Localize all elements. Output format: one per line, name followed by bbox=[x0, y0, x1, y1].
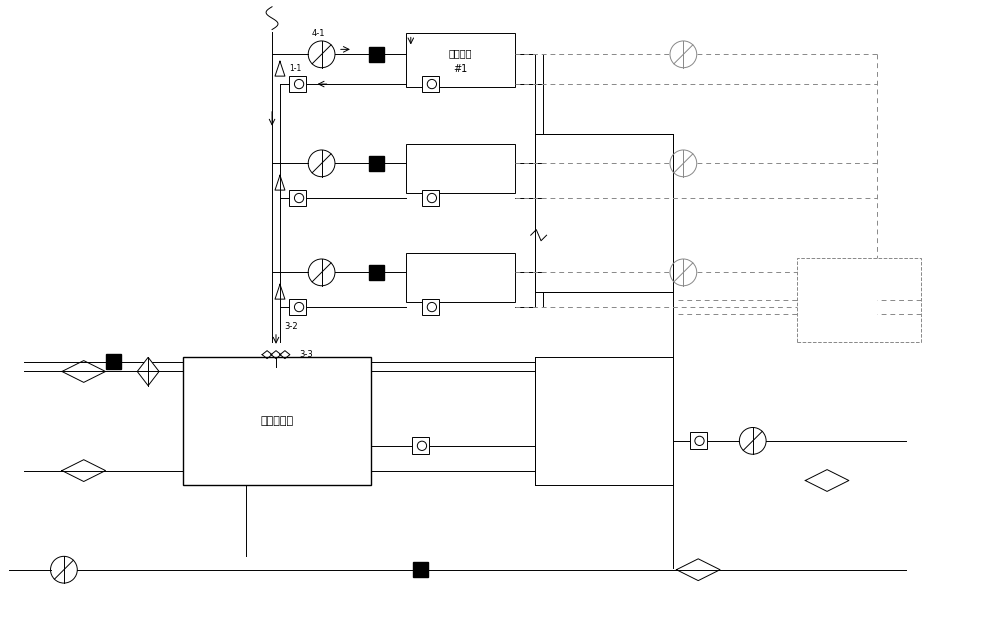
Text: 冷冻回水罐: 冷冻回水罐 bbox=[260, 416, 294, 426]
Bar bbox=[422, 76, 439, 92]
Bar bbox=[106, 354, 121, 369]
Bar bbox=[422, 189, 439, 206]
Bar bbox=[406, 253, 515, 302]
Bar bbox=[535, 357, 673, 485]
Bar bbox=[289, 298, 306, 315]
Bar bbox=[406, 144, 515, 193]
Bar bbox=[369, 265, 384, 280]
Bar bbox=[289, 189, 306, 206]
Polygon shape bbox=[137, 371, 159, 386]
Text: #1: #1 bbox=[453, 64, 467, 74]
Bar bbox=[406, 33, 515, 87]
Bar bbox=[535, 134, 673, 292]
Bar bbox=[289, 76, 306, 92]
Text: 1-1: 1-1 bbox=[290, 64, 302, 73]
Bar bbox=[183, 357, 371, 485]
Text: 4-1: 4-1 bbox=[312, 29, 325, 38]
Text: 3-2: 3-2 bbox=[284, 322, 298, 331]
Bar bbox=[797, 258, 921, 342]
Text: 3-3: 3-3 bbox=[299, 350, 313, 359]
Bar bbox=[690, 433, 707, 450]
Bar bbox=[369, 47, 384, 61]
Text: 冷水机组: 冷水机组 bbox=[449, 48, 472, 58]
Bar bbox=[413, 562, 428, 577]
Bar bbox=[422, 298, 439, 315]
Bar bbox=[412, 438, 429, 454]
Polygon shape bbox=[137, 357, 159, 371]
Bar bbox=[369, 156, 384, 171]
